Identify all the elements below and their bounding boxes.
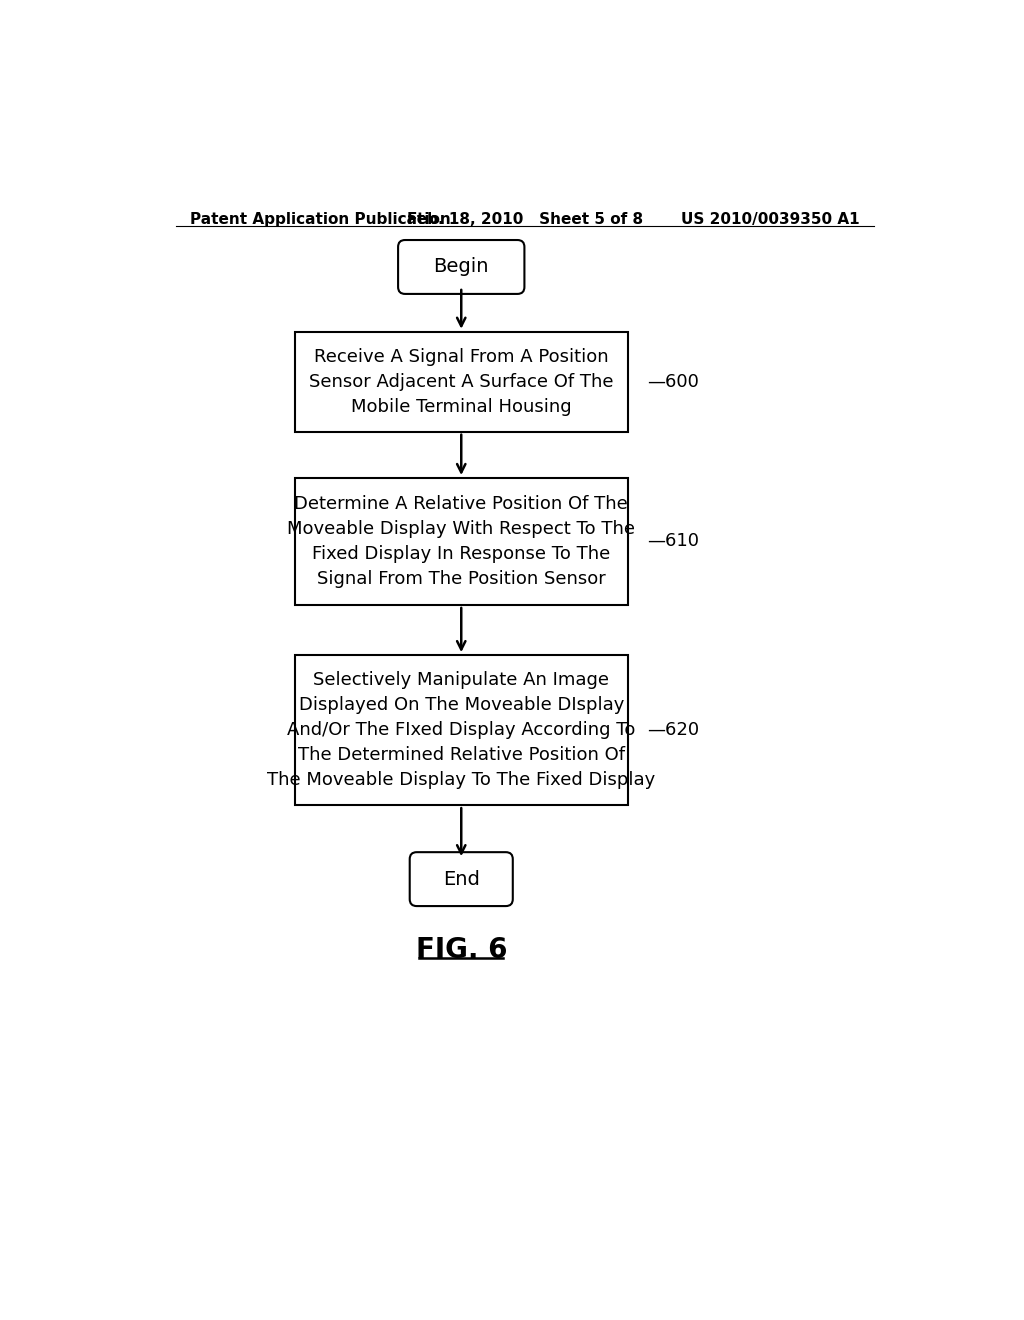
Text: End: End [442,870,479,888]
Text: Determine A Relative Position Of The
Moveable Display With Respect To The
Fixed : Determine A Relative Position Of The Mov… [288,495,635,587]
Bar [295,331,628,432]
FancyBboxPatch shape [410,853,513,906]
Bar [295,478,628,605]
Text: Patent Application Publication: Patent Application Publication [190,213,451,227]
Text: FIG. 6: FIG. 6 [416,936,507,964]
Text: —600: —600 [647,372,699,391]
Text: Selectively Manipulate An Image
Displayed On The Moveable DIsplay
And/Or The FIx: Selectively Manipulate An Image Displaye… [267,671,655,789]
Text: Begin: Begin [433,257,489,276]
Text: —610: —610 [647,532,699,550]
Text: Feb. 18, 2010   Sheet 5 of 8: Feb. 18, 2010 Sheet 5 of 8 [407,213,643,227]
FancyBboxPatch shape [398,240,524,294]
Text: —620: —620 [647,721,699,739]
Text: Receive A Signal From A Position
Sensor Adjacent A Surface Of The
Mobile Termina: Receive A Signal From A Position Sensor … [309,347,613,416]
Bar [295,655,628,805]
Text: US 2010/0039350 A1: US 2010/0039350 A1 [681,213,859,227]
